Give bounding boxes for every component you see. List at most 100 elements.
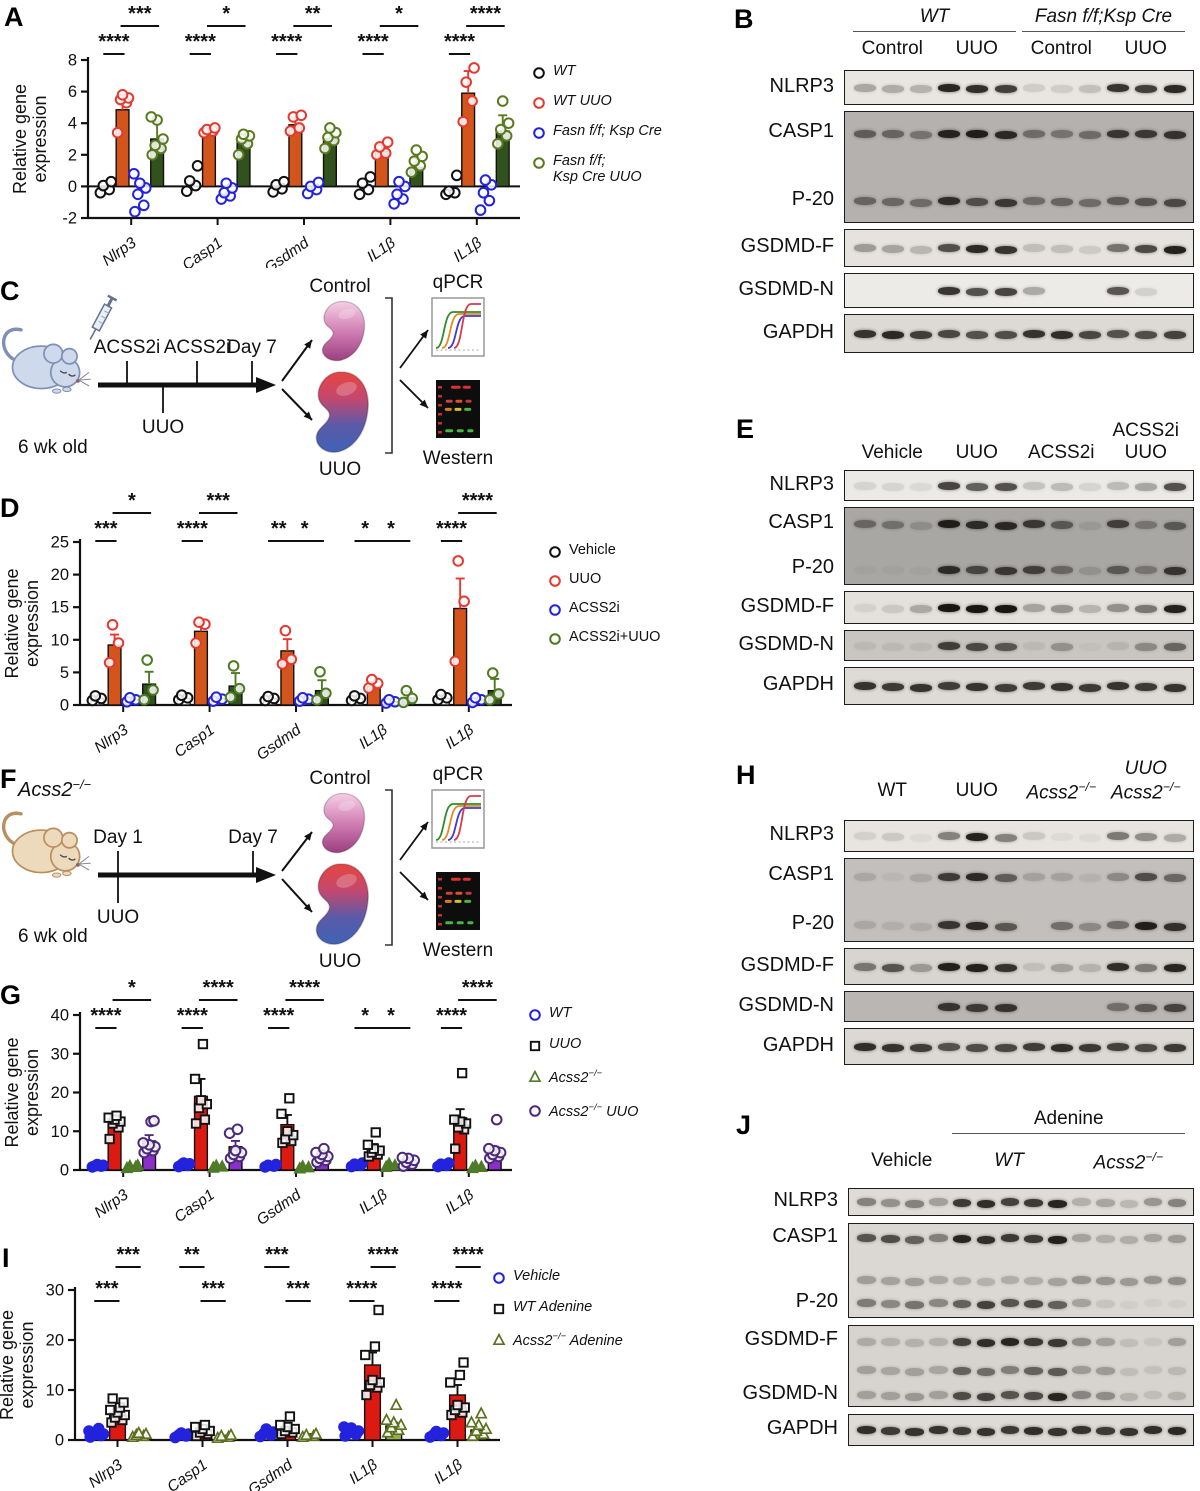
kidney-icon bbox=[315, 863, 369, 945]
protein-band bbox=[857, 1390, 876, 1399]
protein-band bbox=[1167, 1338, 1187, 1347]
protein-band bbox=[952, 1427, 972, 1435]
svg-text:**: ** bbox=[305, 3, 321, 25]
protein-band bbox=[881, 1277, 900, 1285]
protein-band bbox=[853, 196, 876, 205]
protein-band bbox=[1022, 244, 1045, 253]
svg-text:30: 30 bbox=[51, 1045, 69, 1063]
svg-text:Casp1: Casp1 bbox=[179, 234, 225, 268]
legend-label: UUO bbox=[569, 570, 602, 587]
chart-G-significance: ********************** * ******** bbox=[90, 977, 497, 1029]
protein-band bbox=[994, 198, 1017, 207]
protein-band bbox=[1079, 245, 1102, 254]
protein-band bbox=[994, 245, 1017, 254]
protein-band bbox=[1135, 922, 1158, 931]
blot-box bbox=[844, 948, 1194, 985]
protein-band bbox=[1048, 1300, 1067, 1309]
protein-band bbox=[1000, 1276, 1020, 1285]
blot-box bbox=[844, 591, 1194, 624]
protein-band bbox=[1079, 964, 1102, 973]
syringe-icon bbox=[89, 294, 118, 340]
svg-text:***: *** bbox=[116, 1244, 140, 1266]
chart-I-significance: ****** *********** **************** bbox=[94, 1244, 484, 1302]
chart-A: -2 0 2 4 6 8 Relative gene expression Nlrp3 Casp1… bbox=[0, 0, 730, 277]
panel-label-I: I bbox=[2, 1243, 10, 1273]
protein-band bbox=[1050, 604, 1073, 613]
svg-text:****: **** bbox=[462, 490, 493, 512]
protein-band bbox=[1072, 1366, 1091, 1375]
svg-text:****: **** bbox=[462, 980, 493, 999]
blot-row-label: GAPDH bbox=[762, 1033, 834, 1056]
svg-text:****: **** bbox=[263, 1005, 294, 1027]
protein-band bbox=[905, 1339, 924, 1348]
legend-label: WT bbox=[553, 63, 576, 79]
protein-band bbox=[910, 1044, 933, 1053]
protein-band bbox=[1163, 131, 1186, 140]
protein-band bbox=[1135, 287, 1158, 296]
blot-row-label: GSDMD-F bbox=[744, 1328, 838, 1351]
protein-band bbox=[952, 1299, 972, 1308]
blot-row-label: CASP1 bbox=[768, 120, 834, 143]
blot-box bbox=[844, 111, 1194, 223]
legend-item: WT bbox=[532, 63, 662, 80]
protein-band bbox=[938, 196, 961, 205]
protein-band bbox=[1107, 1002, 1130, 1011]
protein-band bbox=[881, 130, 904, 139]
protein-band bbox=[881, 197, 904, 206]
svg-text:***: *** bbox=[207, 490, 231, 512]
legend-item: Vehicle bbox=[548, 542, 660, 559]
blot-box bbox=[844, 273, 1194, 308]
svg-text:***: *** bbox=[94, 518, 118, 540]
protein-band bbox=[938, 129, 961, 138]
protein-band bbox=[994, 567, 1017, 576]
mouse-icon bbox=[1, 811, 91, 878]
protein-band bbox=[938, 481, 961, 490]
protein-band bbox=[966, 330, 989, 339]
protein-band bbox=[994, 683, 1017, 692]
protein-band bbox=[1079, 833, 1102, 842]
protein-band bbox=[1024, 1299, 1043, 1308]
protein-band bbox=[1135, 1003, 1158, 1012]
chart-D: 0 5 10 15 20 25 Relative gene expression Nlrp3 Ca… bbox=[0, 485, 730, 765]
legend-label: Vehicle bbox=[513, 1268, 561, 1284]
protein-band bbox=[952, 1235, 972, 1244]
legend-label: Acss2−/− bbox=[549, 1066, 603, 1086]
svg-text:8: 8 bbox=[68, 52, 77, 70]
panel-I: I 0 10 20 30 Relative gene expression Nlrp3 Cas… bbox=[0, 1235, 730, 1491]
svg-text:***: *** bbox=[286, 1278, 310, 1300]
protein-band bbox=[994, 1044, 1017, 1053]
protein-band bbox=[881, 1427, 900, 1435]
protein-band bbox=[853, 872, 876, 881]
svg-text:***: *** bbox=[265, 1244, 289, 1266]
protein-band bbox=[881, 1391, 900, 1400]
protein-band bbox=[1050, 245, 1073, 253]
protein-band bbox=[1048, 1392, 1067, 1401]
legend-triangle-icon bbox=[492, 1332, 506, 1345]
chart-G-legend: WT UUO Acss2−/− Acss2−/− UUO bbox=[528, 1005, 638, 1135]
svg-text:Nlrp3: Nlrp3 bbox=[91, 721, 131, 756]
protein-band bbox=[857, 1366, 876, 1375]
protein-band bbox=[1119, 1277, 1139, 1286]
protein-band bbox=[1167, 1391, 1187, 1400]
protein-band bbox=[1119, 1392, 1139, 1401]
legend-circle-icon bbox=[533, 157, 545, 169]
protein-band bbox=[910, 643, 933, 652]
protein-band bbox=[938, 962, 961, 971]
protein-band bbox=[1072, 1390, 1091, 1399]
blot-row-label: NLRP3 bbox=[769, 472, 834, 495]
protein-band bbox=[905, 1427, 924, 1436]
blot-box bbox=[844, 630, 1194, 661]
svg-text:ACSS2i: ACSS2i bbox=[164, 337, 231, 358]
protein-band bbox=[994, 833, 1017, 842]
legend-circle-icon bbox=[549, 575, 561, 587]
lane-group-label: Vehicle bbox=[871, 1150, 933, 1171]
blot-row-label: P-20 bbox=[795, 1289, 838, 1312]
protein-band bbox=[994, 288, 1017, 297]
protein-band bbox=[881, 833, 904, 841]
protein-band bbox=[910, 833, 933, 842]
protein-band bbox=[1163, 198, 1186, 207]
protein-band bbox=[853, 682, 876, 691]
svg-text:****: **** bbox=[346, 1278, 377, 1300]
protein-band bbox=[1107, 83, 1130, 92]
kidney-icon bbox=[321, 792, 366, 854]
